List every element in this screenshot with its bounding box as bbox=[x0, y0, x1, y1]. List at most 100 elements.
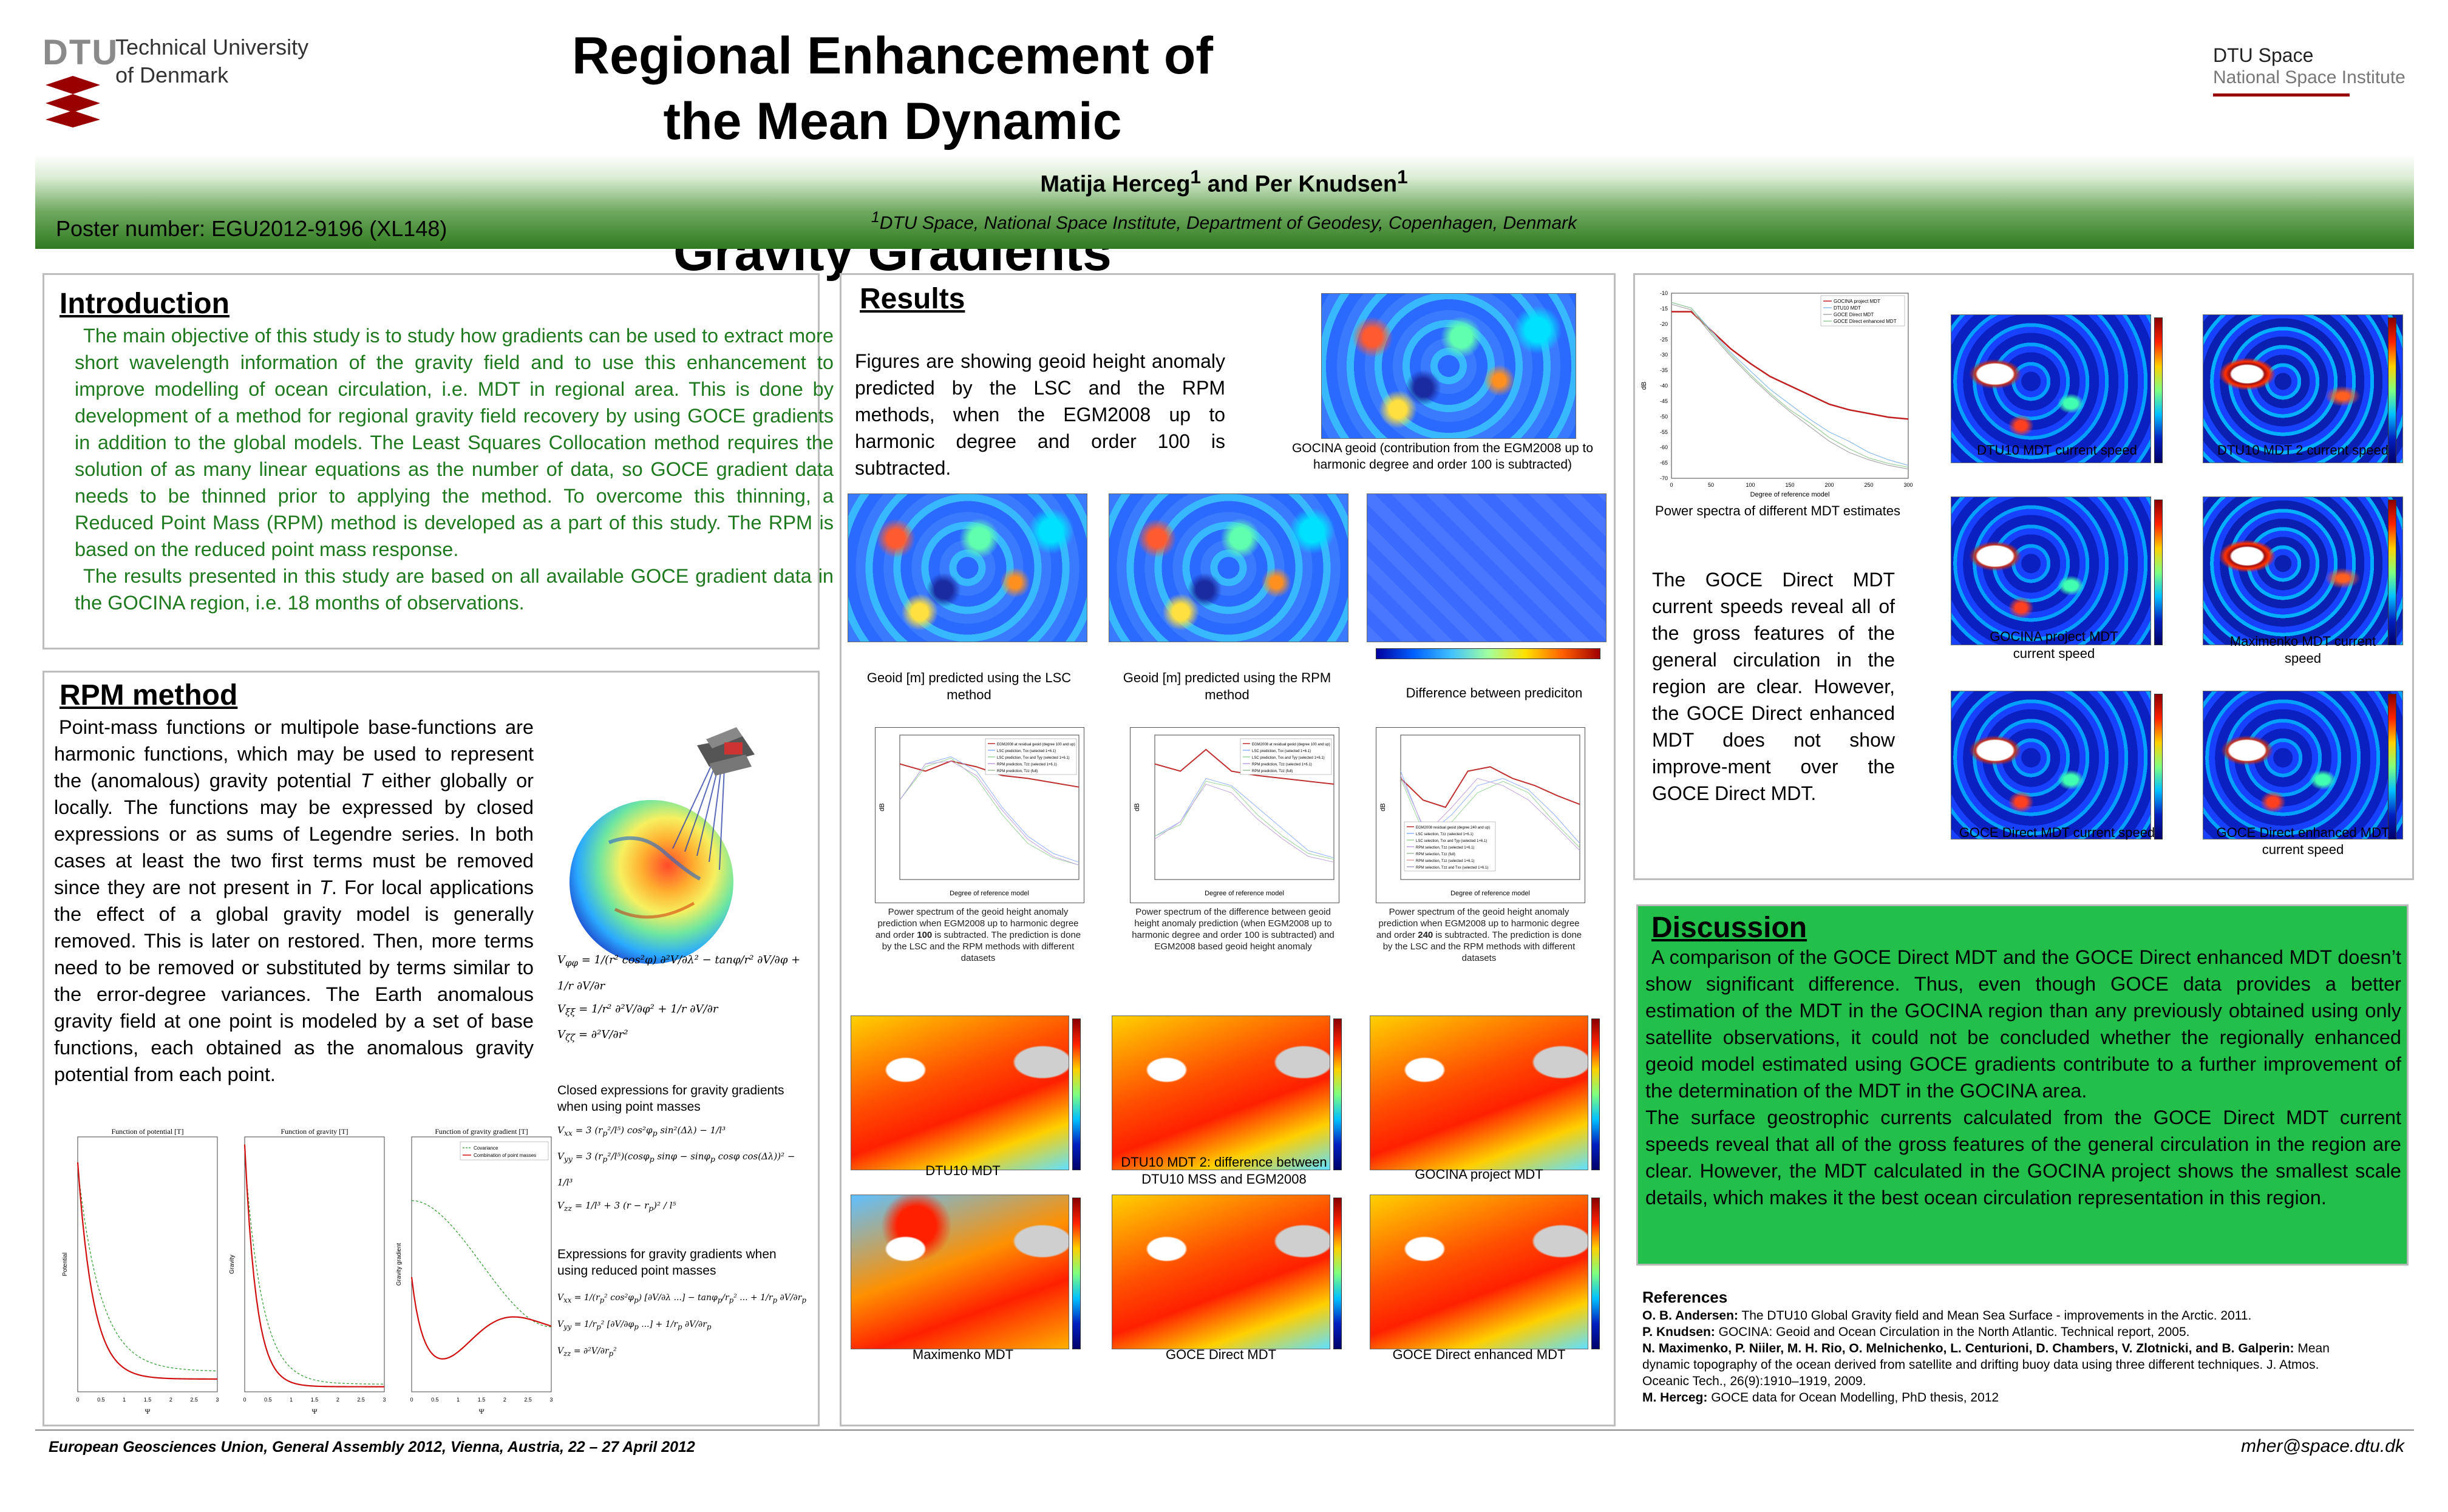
legend-entry: RPM selection, Tzz (full) bbox=[1416, 853, 1455, 856]
formula-line: Vξξ = 1/r² ∂²V/∂φ² + 1/r ∂V/∂r bbox=[557, 1002, 718, 1018]
mdt-map-goce-direct bbox=[1112, 1195, 1330, 1349]
function-plots-svg: Function of potential [T] Potential Ψ 0 0.5 1… bbox=[62, 1127, 553, 1415]
spectrum-caption-2: Power spectrum of the geoid height anoma… bbox=[1376, 907, 1582, 963]
mdt-caption-goce-enhanced: GOCE Direct enhanced MDT bbox=[1392, 1347, 1566, 1362]
series-line bbox=[1671, 302, 1909, 468]
mdt-map-gocina bbox=[1370, 1015, 1588, 1170]
legend-box bbox=[985, 738, 1077, 775]
series-line bbox=[410, 1276, 552, 1360]
reference-item: P. Knudsen: GOCINA: Geoid and Ocean Circ… bbox=[1642, 1325, 2190, 1339]
series-line bbox=[1154, 781, 1334, 860]
x-tick-label: 250 bbox=[1864, 482, 1873, 488]
function-plots: Function of potential [T] Potential Ψ 0 0.5 1… bbox=[50, 1125, 554, 1422]
formula-block-1: Vφφ = 1/(r² cos²φ) ∂²V/∂λ² − tanφ/r² ∂V/… bbox=[557, 949, 812, 1049]
geoid-caption-diff: Difference between prediciton bbox=[1406, 685, 1583, 700]
formula-block-2: Vxx = 3 (rp²/l⁵) cos²φp sin²(Δλ) − 1/l³ … bbox=[557, 1119, 812, 1220]
legend-entry: RPM prediction, Tzz (full) bbox=[997, 770, 1038, 773]
introduction-text: The main objective of this study is to s… bbox=[75, 325, 834, 614]
poster-number: Poster number: EGU2012-9196 (XL148) bbox=[56, 216, 447, 241]
results-heading: Results bbox=[860, 283, 965, 315]
rpm-panel: RPM method Point-mass functions or multi… bbox=[42, 671, 820, 1426]
series-line bbox=[899, 758, 1080, 866]
series-line bbox=[899, 761, 1080, 866]
x-tick-label: 1.5 bbox=[311, 1397, 319, 1403]
reference-item: N. Maximenko, P. Niiler, M. H. Rio, O. M… bbox=[1642, 1341, 2330, 1388]
colorbar bbox=[2388, 317, 2396, 463]
legend-entry: LSC prediction, Txx and Tyy (selected 1+… bbox=[1252, 756, 1325, 760]
geoid-caption-rpm: Geoid [m] predicted using the RPM method bbox=[1123, 670, 1331, 702]
plot-frame bbox=[411, 1136, 552, 1392]
x-tick-label: 1 bbox=[123, 1397, 126, 1403]
geoid-rpm-map bbox=[1109, 493, 1348, 642]
difference-colorbar bbox=[1376, 648, 1600, 659]
plot-frame bbox=[1154, 734, 1334, 880]
dtu-logo: DTU bbox=[42, 33, 117, 127]
legend-entry: LSC prediction, Txx (selected 1+6.1) bbox=[1252, 750, 1311, 753]
formula-block-3: Vxx = 1/(rp² cos²φp) [∂V/∂λ ...] − tanφp… bbox=[557, 1286, 812, 1365]
legend-entry: RPM selection, Tzz and Txx (selected 1+6… bbox=[1416, 866, 1488, 870]
x-axis-label: Degree of reference model bbox=[950, 890, 1029, 897]
references-heading: References bbox=[1642, 1288, 1728, 1306]
x-tick-label: 0 bbox=[76, 1397, 79, 1403]
y-axis-label: dB bbox=[879, 803, 886, 811]
plot-frame bbox=[77, 1136, 218, 1392]
geoid-lsc-map bbox=[848, 493, 1087, 642]
x-tick-label: 0.5 bbox=[431, 1397, 439, 1403]
footer-divider bbox=[35, 1429, 2414, 1431]
footer-email[interactable]: mher@space.dtu.dk bbox=[2241, 1436, 2404, 1456]
plot-title: Function of potential [T] bbox=[112, 1127, 184, 1136]
x-tick-label: 1 bbox=[290, 1397, 293, 1403]
gocina-geoid-caption: GOCINA geoid (contribution from the EGM2… bbox=[1291, 441, 1594, 472]
legend-entry: GOCINA project MDT bbox=[1834, 299, 1880, 304]
institute-name: DTU Space bbox=[2213, 44, 2314, 66]
university-name: Technical University of Denmark bbox=[115, 35, 309, 87]
mdt-map-dtu10-2 bbox=[1112, 1015, 1330, 1170]
power-spectra-plot: 0 50 100 150 200 250 300 -10 -15 -20 -25 -30 -35 -40 -… bbox=[1640, 290, 1913, 498]
spectrum-plot-difference: Degree of reference model dB EGM2008 at re… bbox=[1130, 727, 1339, 903]
colorbar bbox=[1333, 1198, 1342, 1349]
plot-title: Function of gravity [T] bbox=[281, 1127, 348, 1136]
x-tick-label: 1 bbox=[457, 1397, 460, 1403]
colorbar bbox=[1072, 1019, 1081, 1170]
y-axis-label: dB bbox=[1640, 382, 1648, 390]
mdt-caption-goce-direct: GOCE Direct MDT bbox=[1165, 1347, 1277, 1362]
legend-entry: RPM selection, Tzz (selected 1+6.1) bbox=[1416, 859, 1474, 863]
series-line bbox=[411, 1200, 552, 1327]
legend-entry: LSC selection, Txx and Tyy (selected 1+6… bbox=[1416, 839, 1487, 843]
legend-box bbox=[1820, 295, 1905, 327]
colorbar bbox=[2388, 500, 2396, 645]
goce-globe-illustration bbox=[570, 727, 755, 964]
x-tick-label: 2.5 bbox=[190, 1397, 198, 1403]
plot-title: Function of gravity gradient [T] bbox=[435, 1127, 528, 1136]
x-tick-label: 2 bbox=[169, 1397, 172, 1403]
discussion-panel: Discussion A comparison of the GOCE Dire… bbox=[1636, 904, 2409, 1266]
x-tick-label: 0 bbox=[243, 1397, 246, 1403]
y-axis-label: dB bbox=[1134, 803, 1141, 811]
y-tick-label: -20 bbox=[1660, 321, 1668, 327]
x-tick-label: 100 bbox=[1746, 482, 1755, 488]
y-tick-label: -35 bbox=[1660, 367, 1668, 373]
spectrum-plot-240: Degree of reference model dB EGM2008 resid… bbox=[1376, 727, 1585, 903]
colorbar bbox=[2388, 694, 2396, 839]
institute-logo: DTU Space National Space Institute bbox=[2213, 44, 2407, 97]
gocina-geoid-map bbox=[1321, 293, 1576, 439]
reference-item: O. B. Andersen: The DTU10 Global Gravity… bbox=[1642, 1309, 2252, 1323]
current-map-dtu10-2 bbox=[2203, 314, 2403, 463]
x-tick-label: 3 bbox=[382, 1397, 386, 1403]
x-tick-label: 2 bbox=[336, 1397, 339, 1403]
colorbar bbox=[1333, 1019, 1342, 1170]
x-tick-label: 2.5 bbox=[524, 1397, 532, 1403]
x-tick-label: 0.5 bbox=[97, 1397, 105, 1403]
series-line bbox=[899, 756, 1080, 863]
y-tick-label: -55 bbox=[1660, 429, 1668, 435]
institute-sub: National Space Institute bbox=[2213, 67, 2406, 87]
institute-underline bbox=[2213, 93, 2350, 97]
x-tick-label: 0 bbox=[1670, 482, 1673, 488]
legend-entry: EGM2008 at residual geoid (degree 100 an… bbox=[1252, 743, 1330, 747]
legend-entry: RPM prediction, Tzz (selected 1+6.1) bbox=[997, 763, 1057, 767]
series-line bbox=[77, 1167, 218, 1372]
spectrum-caption-0: Power spectrum of the geoid height anoma… bbox=[875, 907, 1081, 963]
results-panel: Results Figures are showing geoid height… bbox=[840, 273, 1616, 1426]
current-caption-goce-enhanced: GOCE Direct enhanced MDT current speed bbox=[2216, 825, 2390, 857]
authors: Matija Herceg1 and Per Knudsen1 bbox=[1040, 166, 1408, 197]
